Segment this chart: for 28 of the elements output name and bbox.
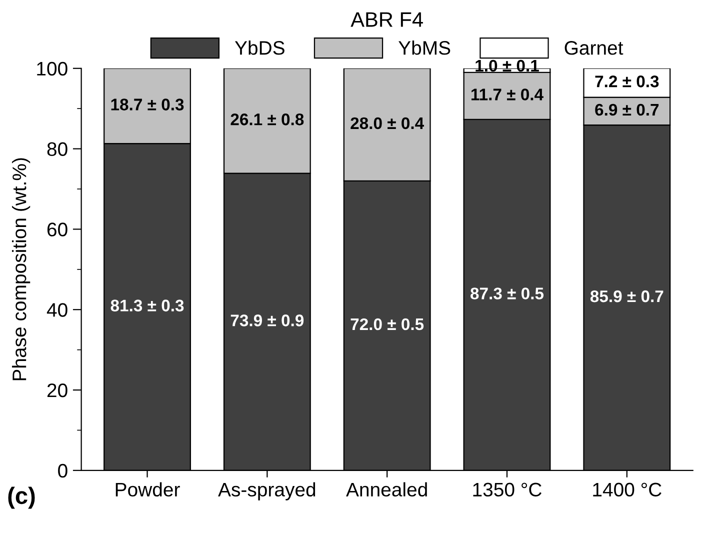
y-tick-label: 80	[47, 142, 68, 156]
data-label: 72.0 ± 0.5	[350, 318, 424, 330]
data-label: 85.9 ± 0.7	[590, 290, 664, 302]
data-label: 6.9 ± 0.7	[595, 104, 659, 116]
data-label: 11.7 ± 0.4	[472, 88, 544, 100]
x-tick-label: 1400 °C	[593, 482, 662, 497]
y-tick-label: 20	[47, 383, 68, 398]
chart-title: ABR F4	[350, 12, 423, 27]
x-tick-label: Annealed	[346, 482, 427, 497]
y-tick-label: 60	[47, 222, 68, 236]
text: (c)	[8, 486, 35, 509]
legend-label: Garnet	[564, 41, 624, 55]
data-label: 26.1 ± 0.8	[230, 114, 304, 126]
legend-label: YbDS	[234, 40, 284, 55]
legend-label: YbMS	[398, 40, 450, 55]
data-label: 73.9 ± 0.9	[230, 314, 304, 326]
y-tick-label: 100	[37, 62, 68, 76]
data-label: 81.3 ± 0.3	[110, 300, 184, 312]
data-label: 87.3 ± 0.5	[470, 288, 544, 300]
x-tick-label: As-sprayed	[218, 482, 316, 500]
x-tick-label: 1350 °C	[473, 482, 542, 497]
data-label: 28.0 ± 0.4	[350, 117, 424, 130]
x-tick-label: Powder	[116, 482, 180, 497]
data-label: 18.7 ± 0.3	[111, 98, 184, 110]
data-label: 7.2 ± 0.3	[595, 76, 659, 88]
y-tick-label: 40	[46, 303, 68, 317]
y-axis-title: Phase composition (wt.%)	[12, 158, 30, 380]
y-tick-label: 0	[58, 464, 68, 478]
